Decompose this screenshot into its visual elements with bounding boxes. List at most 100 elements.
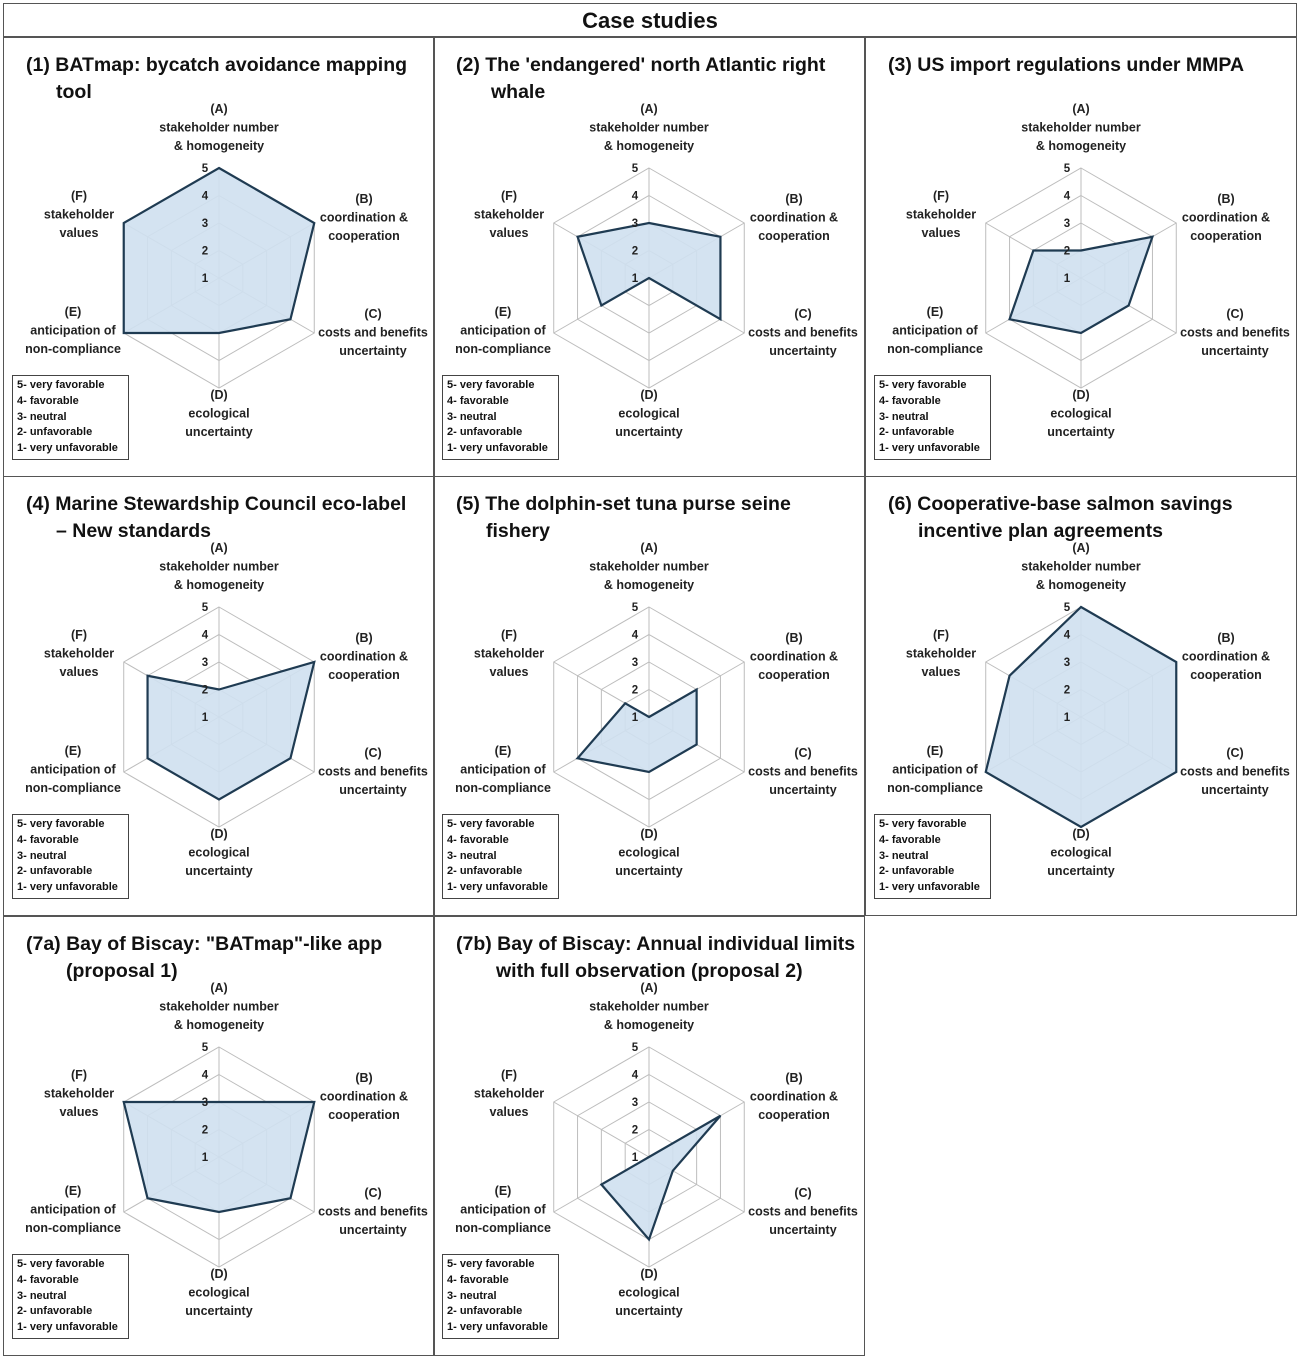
axis-label-B: coordination & [750, 211, 838, 225]
legend-item: 1- very unfavorable [879, 881, 980, 894]
axis-label-C: costs and benefits [1180, 765, 1290, 779]
tick-label: 5 [632, 1042, 639, 1054]
axis-label-C: costs and benefits [748, 765, 858, 779]
tick-label: 3 [1064, 657, 1070, 669]
axis-label-F: values [60, 1105, 99, 1119]
tick-label: 3 [632, 657, 638, 669]
axis-label-A: (A) [210, 102, 227, 116]
axis-label-A: stakeholder number [159, 121, 279, 135]
axis-label-B: (B) [785, 631, 802, 645]
radar-chart: 1 2 3 4 5 (A) stakeholder number & homogeneity (… [25, 541, 428, 878]
legend: 5- very favorable 4- favorable 3- neutral 2… [874, 814, 991, 899]
axis-label-A: & homogeneity [604, 139, 694, 153]
axis-label-E: (E) [927, 744, 944, 758]
axis-label-D: ecological [188, 846, 249, 860]
axis-label-A: & homogeneity [1036, 139, 1126, 153]
axis-label-A: (A) [640, 981, 657, 995]
data-point-C [696, 744, 698, 745]
tick-label: 5 [632, 602, 639, 614]
axis-label-E: non-compliance [25, 1221, 121, 1235]
legend-item: 1- very unfavorable [879, 442, 980, 455]
radar-chart: 1 2 3 4 5 (A) stakeholder number & homogeneity (… [455, 541, 858, 878]
data-point-D [648, 771, 650, 773]
panel-title-line: – New standards [56, 520, 211, 542]
axis-label-A: (A) [210, 541, 227, 555]
axis-label-E: non-compliance [887, 342, 983, 356]
axis-label-D: (D) [210, 827, 227, 841]
legend: 5- very favorable 4- favorable 3- neutral 2… [442, 814, 559, 899]
data-point-D [648, 1239, 650, 1240]
data-point-F [624, 702, 626, 704]
legend-item: 3- neutral [17, 849, 67, 862]
axis-label-B: coordination & [1182, 650, 1270, 664]
axis-label-F: (F) [501, 1068, 517, 1082]
data-point-C [289, 1197, 291, 1199]
radar-panel-1: (1) BATmap: bycatch avoidance mapping too… [3, 37, 435, 477]
axis-label-F: stakeholder [474, 208, 544, 222]
axis-label-C: (C) [794, 746, 811, 760]
data-point-E [123, 332, 125, 334]
data-area [146, 660, 316, 801]
data-point-A [648, 222, 650, 224]
axis-label-A: & homogeneity [174, 139, 264, 153]
axis-label-E: non-compliance [455, 342, 551, 356]
axis-label-A: (A) [1072, 102, 1089, 116]
legend-item: 3- neutral [17, 410, 67, 423]
axis-label-D: uncertainty [185, 425, 252, 439]
axis-label-C: (C) [794, 307, 811, 321]
tick-label: 2 [1064, 685, 1070, 697]
radar-panel-6: (6) Cooperative-base salmon savings incen… [865, 476, 1297, 916]
axis-label-B: (B) [355, 1071, 372, 1085]
axis-label-E: non-compliance [25, 342, 121, 356]
axis-label-A: stakeholder number [589, 1000, 709, 1014]
data-point-D [218, 799, 220, 800]
legend: 5- very favorable 4- favorable 3- neutral 2… [442, 1254, 559, 1339]
legend-item: 5- very favorable [17, 379, 105, 391]
data-point-B [719, 1115, 721, 1117]
tick-label: 2 [632, 685, 638, 697]
legend: 5- very favorable 4- favorable 3- neutral 2… [12, 1254, 129, 1339]
tick-label: 1 [202, 712, 209, 724]
tick-label: 4 [1064, 630, 1071, 642]
data-point-E [600, 1184, 602, 1185]
axis-label-E: anticipation of [892, 324, 978, 338]
legend-item: 5- very favorable [447, 1258, 535, 1270]
radar-chart: 1 2 3 4 5 (A) stakeholder number & homogeneity (… [25, 102, 428, 439]
legend-item: 5- very favorable [447, 379, 535, 391]
axis-label-A: stakeholder number [589, 121, 709, 135]
axis-label-B: (B) [785, 192, 802, 206]
axis-label-D: ecological [618, 1286, 679, 1300]
axis-label-C: (C) [364, 746, 381, 760]
tick-label: 2 [632, 246, 638, 258]
axis-label-E: anticipation of [892, 763, 978, 777]
tick-label: 2 [632, 1125, 638, 1137]
legend-item: 4- favorable [879, 394, 941, 407]
panel-title-line: (5) The dolphin-set tuna purse seine [456, 493, 791, 515]
axis-label-F: values [490, 226, 529, 240]
axis-label-C: uncertainty [769, 1223, 836, 1237]
panel-title-line: incentive plan agreements [918, 520, 1163, 542]
axis-label-A: (A) [640, 541, 657, 555]
axis-label-A: stakeholder number [589, 560, 709, 574]
axis-label-C: uncertainty [339, 783, 406, 797]
data-point-C [719, 318, 721, 320]
axis-label-D: (D) [640, 388, 657, 402]
axis-label-B: (B) [1217, 192, 1234, 206]
data-point-A [648, 716, 650, 718]
tick-label: 5 [202, 1042, 209, 1054]
legend: 5- very favorable 4- favorable 3- neutral 2… [874, 375, 991, 460]
tick-label: 1 [1064, 712, 1071, 724]
legend-item: 2- unfavorable [17, 1305, 93, 1318]
axis-label-D: uncertainty [615, 864, 682, 878]
axis-label-D: (D) [210, 388, 227, 402]
axis-label-D: uncertainty [615, 425, 682, 439]
axis-label-C: (C) [364, 307, 381, 321]
axis-label-D: ecological [1050, 407, 1111, 421]
tick-label: 3 [632, 1097, 638, 1109]
panel-title: (1) BATmap: bycatch avoidance mapping too… [26, 52, 407, 106]
data-point-A [218, 1101, 220, 1103]
tick-label: 2 [202, 246, 208, 258]
axis-label-F: (F) [71, 189, 87, 203]
panel-title: (4) Marine Stewardship Council eco-label… [26, 491, 406, 545]
tick-label: 4 [632, 1070, 639, 1082]
